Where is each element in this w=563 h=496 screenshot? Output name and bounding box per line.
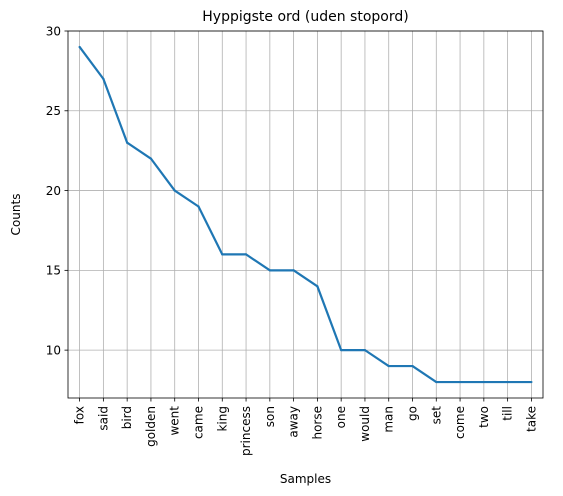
x-tick-label: bird [120, 406, 134, 429]
x-tick-label: fox [73, 406, 87, 424]
data-point-king [221, 253, 224, 256]
x-tick-label: two [477, 406, 491, 428]
x-axis-label: Samples [280, 472, 331, 486]
data-point-one [340, 349, 343, 352]
x-tick-label: horse [310, 406, 324, 440]
data-point-set [435, 380, 438, 384]
y-tick-label: 10 [46, 343, 61, 357]
x-tick-label: till [501, 406, 515, 421]
y-axis-label: Counts [9, 194, 23, 236]
data-point-fox [78, 45, 81, 49]
x-tick-label: king [215, 406, 229, 432]
data-point-son [268, 269, 271, 272]
data-point-two [482, 380, 485, 384]
data-point-away [292, 269, 295, 272]
data-point-came [197, 205, 200, 208]
data-point-come [458, 380, 462, 384]
data-point-take [530, 380, 533, 384]
grid-lines [68, 30, 543, 398]
data-point-went [173, 189, 176, 192]
data-point-till [506, 380, 509, 384]
x-axis: fox said bird golden went came king princess son… [73, 398, 538, 456]
data-point-man [387, 364, 390, 368]
data-point-go [411, 364, 414, 368]
data-point-said [102, 77, 105, 80]
x-tick-label: man [382, 406, 396, 433]
x-tick-label: set [429, 406, 443, 425]
x-tick-label: take [524, 406, 538, 432]
data-point-bird [126, 141, 129, 144]
data-point-princess [244, 253, 248, 256]
y-tick-label: 15 [46, 264, 61, 278]
x-tick-label: away [287, 406, 301, 438]
y-axis: 10 15 20 25 30 [46, 24, 68, 357]
series-layer [78, 45, 533, 384]
x-tick-label: said [96, 406, 110, 431]
chart-title: Hyppigste ord (uden stopord) [202, 9, 408, 25]
x-tick-label: went [168, 406, 182, 436]
plot-frame [67, 30, 544, 399]
x-tick-label: would [358, 406, 372, 442]
x-tick-label: go [406, 406, 420, 421]
y-tick-label: 20 [46, 184, 61, 198]
data-point-would [363, 349, 367, 352]
x-tick-label: came [191, 406, 205, 439]
series-line [78, 46, 532, 384]
x-tick-label: son [263, 406, 277, 427]
x-tick-label: one [334, 406, 348, 428]
x-tick-label: golden [144, 406, 158, 447]
plot-area-background [68, 31, 543, 398]
y-tick-label: 30 [46, 24, 61, 38]
y-tick-label: 25 [46, 104, 61, 118]
data-point-horse [316, 285, 319, 288]
x-tick-label: princess [239, 406, 253, 456]
data-point-golden [149, 157, 153, 160]
x-tick-label: come [453, 406, 467, 439]
